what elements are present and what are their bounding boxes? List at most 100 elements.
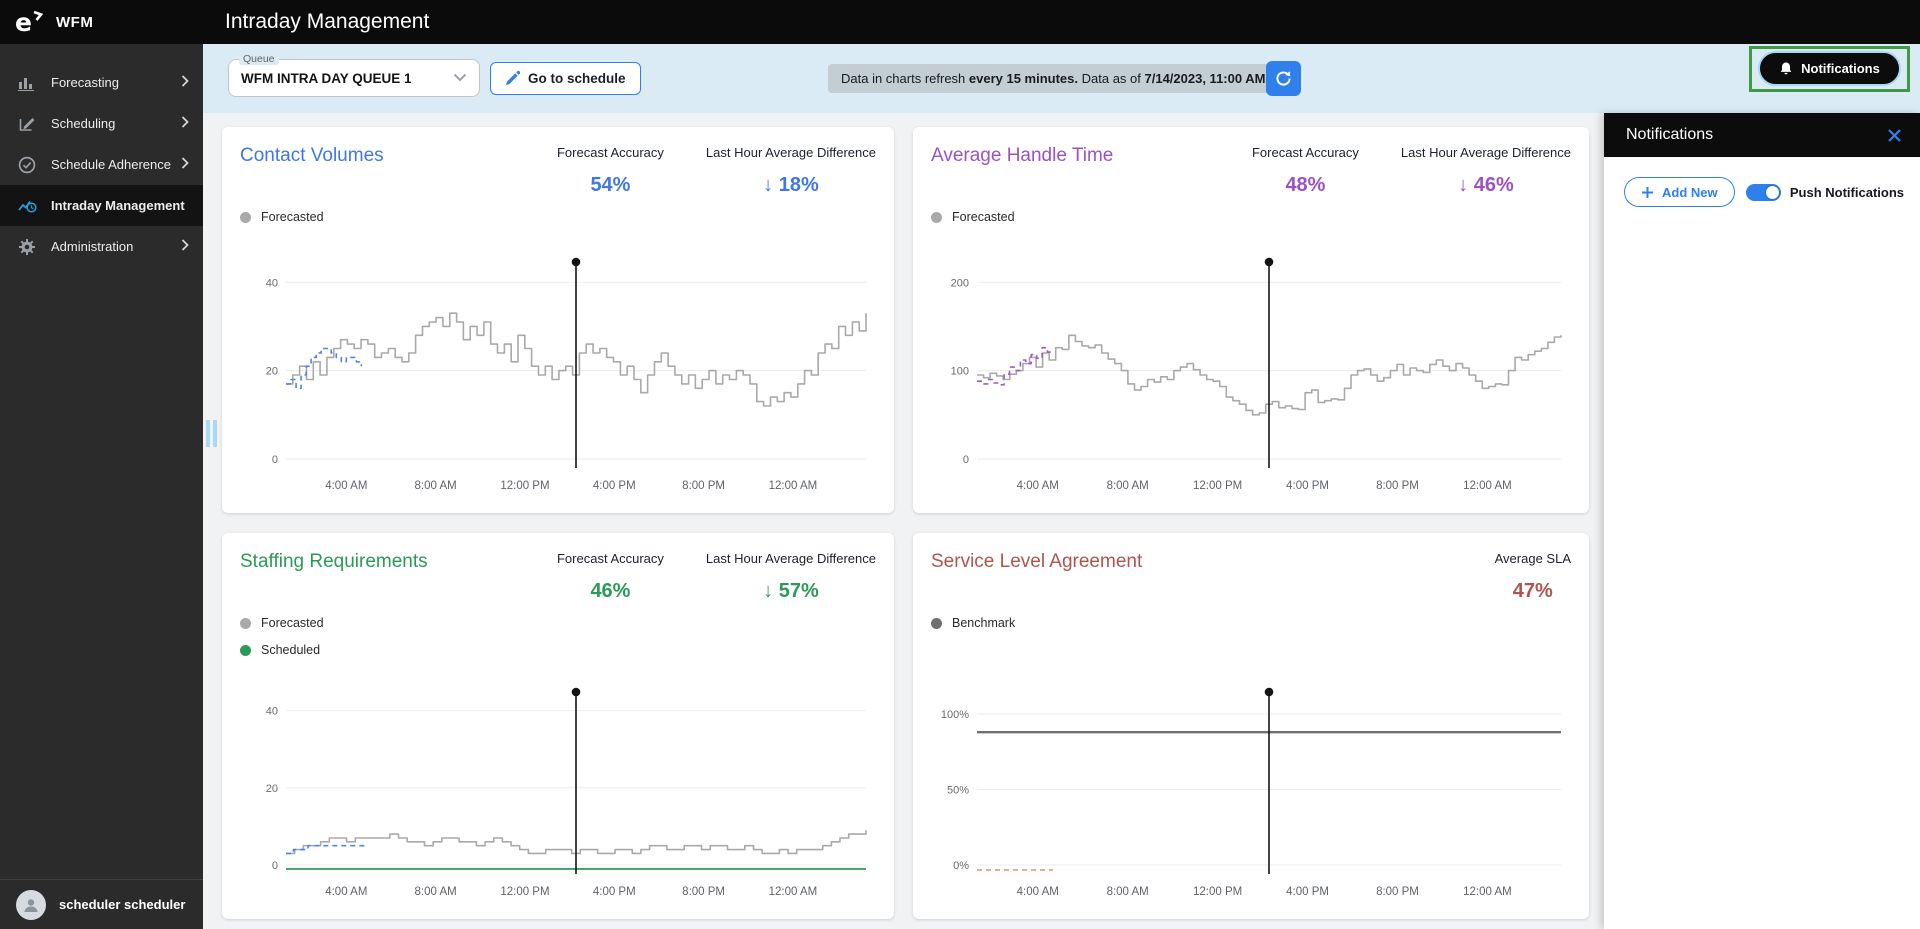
chart-average-handle-time: 0 100 200 4:00 AM 8:00 AM 12:00 PM 4:00 PM 8:00…	[931, 253, 1571, 501]
legend-label: Scheduled	[261, 643, 321, 657]
stat-value: ↓ 57%	[763, 580, 819, 602]
user-name: scheduler scheduler	[59, 897, 186, 912]
card-service-level-agreement: Service Level Agreement Average SLA 47% …	[913, 533, 1589, 919]
sidebar-item-scheduling[interactable]: Scheduling	[0, 103, 203, 144]
svg-text:12:00 PM: 12:00 PM	[1193, 480, 1242, 492]
svg-text:40: 40	[266, 706, 278, 718]
svg-text:4:00 PM: 4:00 PM	[593, 480, 636, 492]
legend-item-benchmark: Benchmark	[931, 616, 1571, 630]
stat-value: 47%	[1512, 580, 1553, 602]
brand-zone: e WFM	[0, 8, 203, 36]
go-to-schedule-button[interactable]: Go to schedule	[490, 62, 641, 95]
sidebar-item-label: Forecasting	[51, 75, 119, 90]
svg-text:12:00 PM: 12:00 PM	[500, 886, 549, 898]
sidebar-item-administration[interactable]: Administration	[0, 226, 203, 267]
stat-forecast-accuracy: Forecast Accuracy 48%	[1252, 145, 1359, 197]
svg-text:4:00 AM: 4:00 AM	[1017, 480, 1059, 492]
svg-text:12:00 AM: 12:00 AM	[1463, 886, 1512, 898]
legend-label: Forecasted	[952, 210, 1015, 224]
sidebar-item-label: Intraday Management	[51, 198, 185, 213]
add-new-button[interactable]: Add New	[1624, 177, 1735, 207]
svg-text:100: 100	[951, 366, 969, 378]
notifications-button[interactable]: Notifications	[1758, 51, 1901, 86]
queue-select-value: WFM INTRA DAY QUEUE 1	[241, 70, 412, 86]
stat-label: Last Hour Average Difference	[705, 551, 876, 566]
svg-text:8:00 PM: 8:00 PM	[1376, 480, 1419, 492]
data-timestamp: 7/14/2023, 11:00 AM	[1144, 71, 1266, 86]
brand-logo-icon: e	[14, 8, 44, 36]
stat-label: Last Hour Average Difference	[1400, 145, 1571, 160]
toolbar: Queue WFM INTRA DAY QUEUE 1 Go to schedu…	[203, 44, 1920, 113]
legend-dot	[240, 617, 251, 629]
svg-text:4:00 AM: 4:00 AM	[1017, 886, 1059, 898]
chevron-right-icon	[181, 116, 189, 131]
sidebar-item-schedule-adherence[interactable]: Schedule Adherence	[0, 144, 203, 185]
legend-dot	[240, 211, 251, 223]
svg-text:12:00 PM: 12:00 PM	[500, 480, 549, 492]
svg-text:0%: 0%	[953, 860, 969, 872]
go-to-schedule-label: Go to schedule	[528, 71, 626, 86]
refresh-icon	[1275, 70, 1292, 87]
push-notifications-toggle[interactable]	[1745, 183, 1781, 201]
stat-last-hour-difference: Last Hour Average Difference ↓ 18%	[706, 145, 876, 197]
stat-label: Average SLA	[1494, 551, 1571, 566]
push-notifications-label: Push Notifications	[1789, 184, 1904, 200]
legend-label: Forecasted	[261, 210, 324, 224]
gear-icon	[16, 238, 38, 256]
card-title: Staffing Requirements	[240, 551, 428, 572]
stat-label: Last Hour Average Difference	[705, 145, 876, 160]
stat-value: ↓ 46%	[1458, 174, 1514, 196]
card-title: Contact Volumes	[240, 145, 384, 166]
refresh-button[interactable]	[1266, 61, 1301, 96]
sidebar-item-forecasting[interactable]: Forecasting	[0, 62, 203, 103]
top-bar: e WFM Intraday Management	[0, 0, 1920, 44]
notifications-panel-title: Notifications	[1626, 126, 1714, 143]
plus-icon	[1641, 186, 1654, 199]
svg-text:50%: 50%	[947, 785, 969, 797]
refresh-interval-text: every 15 minutes.	[968, 71, 1079, 86]
legend-dot	[931, 211, 942, 223]
svg-text:100%: 100%	[941, 709, 969, 721]
bell-icon	[1779, 61, 1793, 76]
notifications-panel: Notifications Add New Push Notifications	[1604, 113, 1920, 929]
sidebar-spacer	[0, 267, 203, 879]
svg-text:8:00 AM: 8:00 AM	[415, 886, 457, 898]
svg-text:12:00 PM: 12:00 PM	[1193, 886, 1242, 898]
legend-label: Forecasted	[261, 616, 324, 630]
svg-text:200: 200	[951, 277, 969, 289]
data-as-of-text: Data as of	[1078, 71, 1145, 86]
svg-text:8:00 PM: 8:00 PM	[1376, 886, 1419, 898]
svg-text:40: 40	[266, 277, 278, 289]
sidebar-item-intraday-management[interactable]: Intraday Management	[0, 185, 203, 226]
stat-forecast-accuracy: Forecast Accuracy 54%	[557, 145, 664, 197]
stat-last-hour-difference: Last Hour Average Difference ↓ 57%	[706, 551, 876, 603]
close-icon[interactable]	[1887, 128, 1902, 143]
chart-contact-volumes: 0 20 40 4:00 AM 8:00 AM 12:00 PM 4:00 PM 8:00 P…	[240, 253, 876, 501]
stat-value: ↓ 18%	[763, 174, 819, 196]
card-staffing-requirements: Staffing Requirements Forecast Accuracy …	[222, 533, 894, 919]
bar-chart-icon	[16, 75, 38, 91]
svg-text:8:00 AM: 8:00 AM	[1107, 480, 1149, 492]
sidebar-item-label: Schedule Adherence	[51, 157, 171, 172]
chevron-right-icon	[181, 239, 189, 254]
page-title: Intraday Management	[225, 10, 430, 33]
svg-text:8:00 PM: 8:00 PM	[682, 480, 725, 492]
notifications-panel-actions: Add New Push Notifications	[1604, 157, 1920, 207]
svg-text:20: 20	[266, 783, 278, 795]
stat-label: Forecast Accuracy	[556, 551, 664, 566]
stat-forecast-accuracy: Forecast Accuracy 46%	[557, 551, 664, 603]
legend-item-forecasted: Forecasted	[240, 616, 876, 630]
svg-text:0: 0	[272, 454, 278, 466]
svg-text:12:00 AM: 12:00 AM	[769, 886, 818, 898]
queue-select-label: Queue	[239, 53, 279, 65]
notifications-button-label: Notifications	[1801, 61, 1880, 76]
sidebar-nav: Forecasting Scheduling Schedule Adherenc…	[0, 44, 203, 267]
stat-value: 46%	[590, 580, 631, 602]
svg-text:4:00 AM: 4:00 AM	[325, 886, 367, 898]
svg-text:12:00 AM: 12:00 AM	[769, 480, 818, 492]
queue-select[interactable]: Queue WFM INTRA DAY QUEUE 1	[228, 53, 480, 97]
legend-dot	[240, 644, 251, 656]
user-row[interactable]: scheduler scheduler	[0, 879, 203, 929]
sidebar-resize-handle[interactable]	[206, 420, 217, 447]
legend-label: Benchmark	[952, 616, 1016, 630]
